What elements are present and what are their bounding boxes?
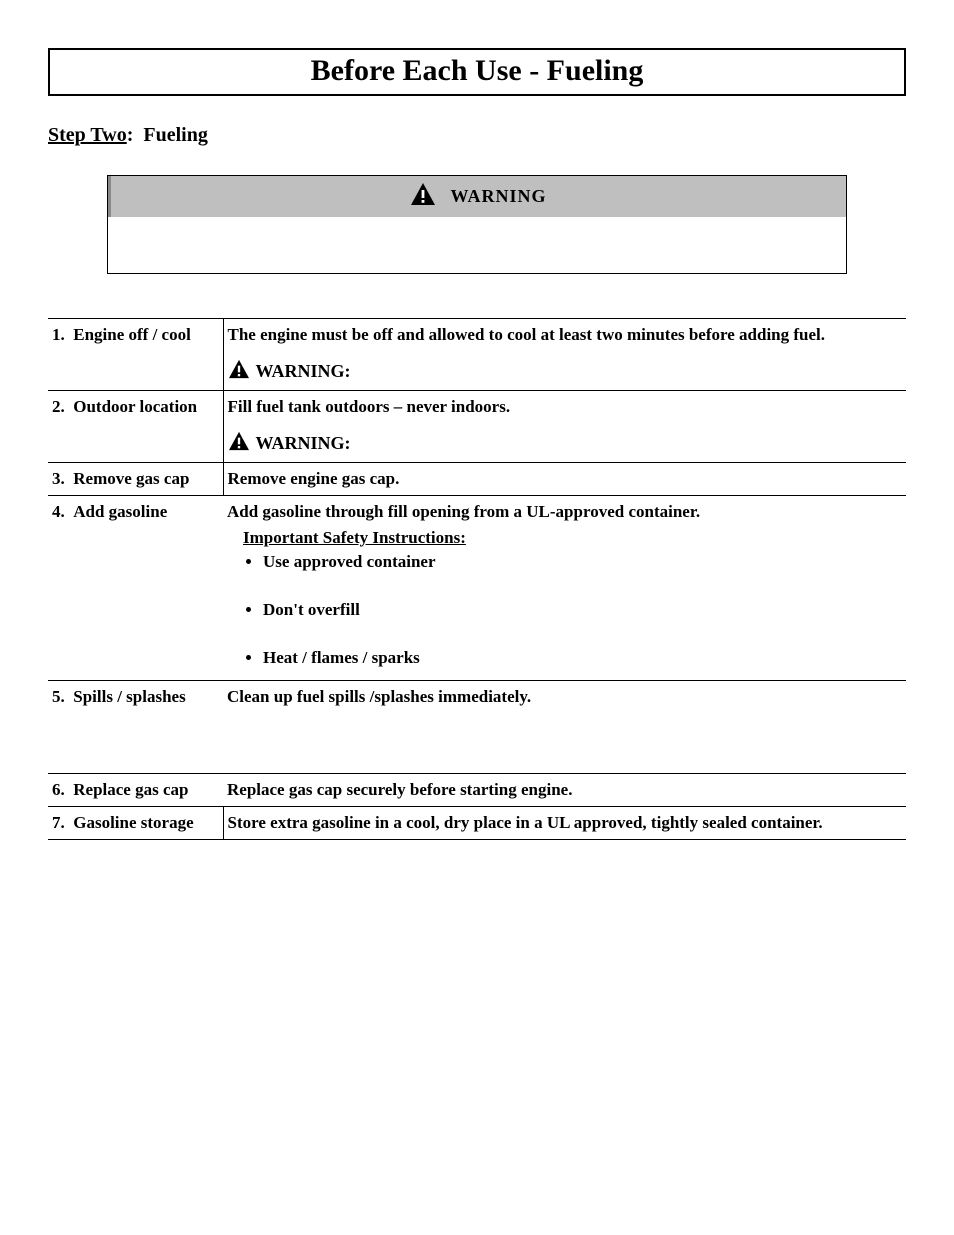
step-desc: Clean up fuel spills /splashes immediate… (227, 687, 902, 707)
step-number: 4. (52, 502, 65, 521)
step-desc-cell: Remove engine gas cap. (223, 463, 906, 496)
step-label-cell: 1. Engine off / cool (48, 319, 223, 391)
step-label-cell: 6. Replace gas cap (48, 774, 223, 807)
step-desc-cell: Fill fuel tank outdoors – never indoors.… (223, 391, 906, 463)
page-title: Before Each Use - Fueling (48, 48, 906, 96)
safety-list: Use approved container Don't overfill Heat… (243, 552, 902, 668)
step-label-cell: 4. Add gasoline (48, 496, 223, 681)
step-desc-cell: Clean up fuel spills /splashes immediate… (223, 681, 906, 774)
safety-item: Heat / flames / sparks (263, 648, 902, 668)
step-desc-cell: The engine must be off and allowed to co… (223, 319, 906, 391)
steps-table: 1. Engine off / coolThe engine must be o… (48, 318, 906, 840)
step-label: Step Two (48, 124, 127, 146)
step-number: 1. (52, 325, 65, 344)
step-desc-cell: Store extra gasoline in a cool, dry plac… (223, 807, 906, 840)
step-label-cell: 3. Remove gas cap (48, 463, 223, 496)
warning-header: WARNING (108, 176, 846, 217)
table-row: 5. Spills / splashesClean up fuel spills… (48, 681, 906, 774)
section-heading: Step Two: Fueling (48, 124, 906, 147)
step-name: Fueling (143, 124, 207, 146)
step-desc: Remove engine gas cap. (228, 469, 903, 489)
warning-triangle-icon (228, 431, 250, 456)
step-desc: Store extra gasoline in a cool, dry plac… (228, 813, 903, 833)
inline-warning-label: WARNING: (256, 433, 351, 454)
step-label-cell: 5. Spills / splashes (48, 681, 223, 774)
safety-heading: Important Safety Instructions: (243, 528, 902, 548)
step-desc-cell: Replace gas cap securely before starting… (223, 774, 906, 807)
warning-triangle-icon (228, 359, 250, 384)
step-desc: Add gasoline through fill opening from a… (227, 502, 902, 522)
table-row: 2. Outdoor locationFill fuel tank outdoo… (48, 391, 906, 463)
step-desc: Replace gas cap securely before starting… (227, 780, 902, 800)
step-desc: Fill fuel tank outdoors – never indoors. (228, 397, 903, 417)
warning-callout: WARNING (107, 175, 847, 274)
step-number: 2. (52, 397, 65, 416)
step-name: Replace gas cap (73, 780, 188, 799)
spacer (227, 707, 902, 767)
step-name: Outdoor location (73, 397, 197, 416)
step-number: 7. (52, 813, 65, 832)
safety-item: Use approved container (263, 552, 902, 572)
step-desc: The engine must be off and allowed to co… (228, 325, 903, 345)
table-row: 4. Add gasolineAdd gasoline through fill… (48, 496, 906, 681)
step-number: 5. (52, 687, 65, 706)
step-label-cell: 7. Gasoline storage (48, 807, 223, 840)
step-label-cell: 2. Outdoor location (48, 391, 223, 463)
table-row: 6. Replace gas capReplace gas cap secure… (48, 774, 906, 807)
table-row: 7. Gasoline storageStore extra gasoline … (48, 807, 906, 840)
table-row: 1. Engine off / coolThe engine must be o… (48, 319, 906, 391)
step-number: 6. (52, 780, 65, 799)
step-desc-cell: Add gasoline through fill opening from a… (223, 496, 906, 681)
inline-warning-label: WARNING: (256, 361, 351, 382)
step-name: Gasoline storage (73, 813, 193, 832)
step-number: 3. (52, 469, 65, 488)
table-row: 3. Remove gas capRemove engine gas cap. (48, 463, 906, 496)
safety-item: Don't overfill (263, 600, 902, 620)
warning-triangle-icon (410, 182, 436, 211)
inline-warning: WARNING: (228, 431, 903, 456)
warning-label: WARNING (450, 186, 546, 207)
step-name: Engine off / cool (73, 325, 191, 344)
step-name: Spills / splashes (73, 687, 185, 706)
step-name: Add gasoline (73, 502, 167, 521)
inline-warning: WARNING: (228, 359, 903, 384)
warning-body (108, 217, 846, 273)
step-name: Remove gas cap (73, 469, 189, 488)
